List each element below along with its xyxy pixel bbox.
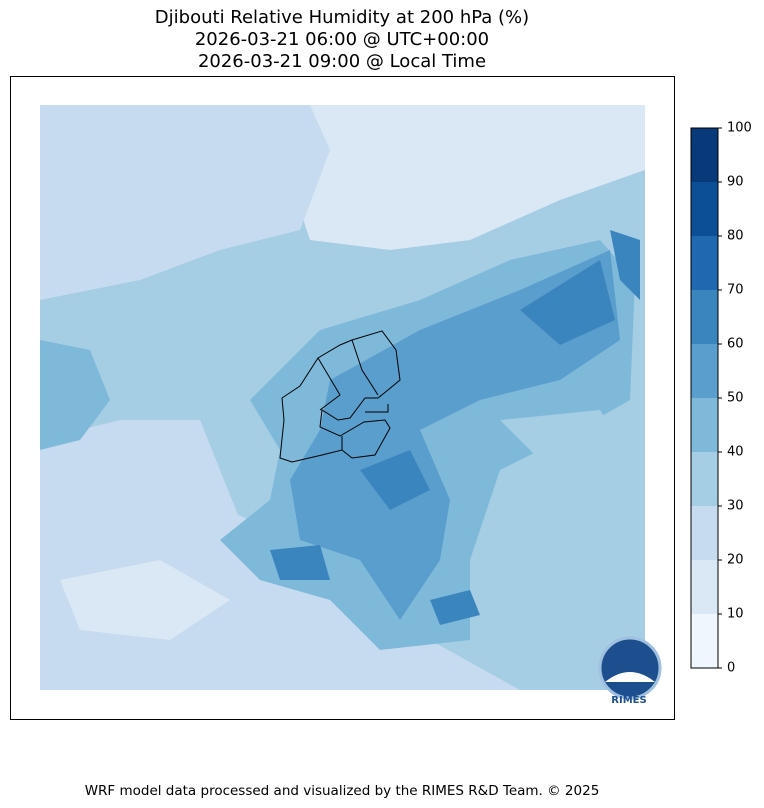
colorbar-segment xyxy=(691,398,718,452)
logo: RIMES xyxy=(598,636,662,706)
colorbar-segment xyxy=(691,344,718,398)
colorbar-segment xyxy=(691,560,718,614)
footer: WRF model data processed and visualized … xyxy=(85,783,600,799)
colorbar-segment xyxy=(691,506,718,560)
colorbar-tick-label: 70 xyxy=(727,283,744,298)
colorbar-tick-label: 90 xyxy=(727,175,744,190)
colorbar-segment xyxy=(691,614,718,668)
colorbar: 0 10 20 30 40 50 60 70 80 90 100 xyxy=(690,121,752,676)
subtitle: 2026-03-21 06:00 @ UTC+00:00 xyxy=(195,29,489,50)
colorbar-segment xyxy=(691,236,718,290)
subtitle: 2026-03-21 09:00 @ Local Time xyxy=(198,51,486,72)
colorbar-tick-label: 40 xyxy=(727,445,744,460)
colorbar-tick-label: 20 xyxy=(727,553,744,568)
colorbar-segment xyxy=(691,128,718,182)
colorbar-segment xyxy=(691,182,718,236)
colorbar-tick-label: 50 xyxy=(727,391,744,406)
humidity-field xyxy=(40,105,645,690)
logo-text: RIMES xyxy=(611,695,646,706)
colorbar-tick-label: 80 xyxy=(727,229,744,244)
colorbar-tick-label: 0 xyxy=(727,661,735,676)
colorbar-tick-label: 60 xyxy=(727,337,744,352)
title: Djibouti Relative Humidity at 200 hPa (%… xyxy=(155,7,529,28)
colorbar-tick-label: 100 xyxy=(727,121,752,136)
colorbar-tick-label: 10 xyxy=(727,607,744,622)
colorbar-tick-label: 30 xyxy=(727,499,744,514)
colorbar-segment xyxy=(691,452,718,506)
colorbar-segment xyxy=(691,290,718,344)
country-borders xyxy=(279,330,401,463)
